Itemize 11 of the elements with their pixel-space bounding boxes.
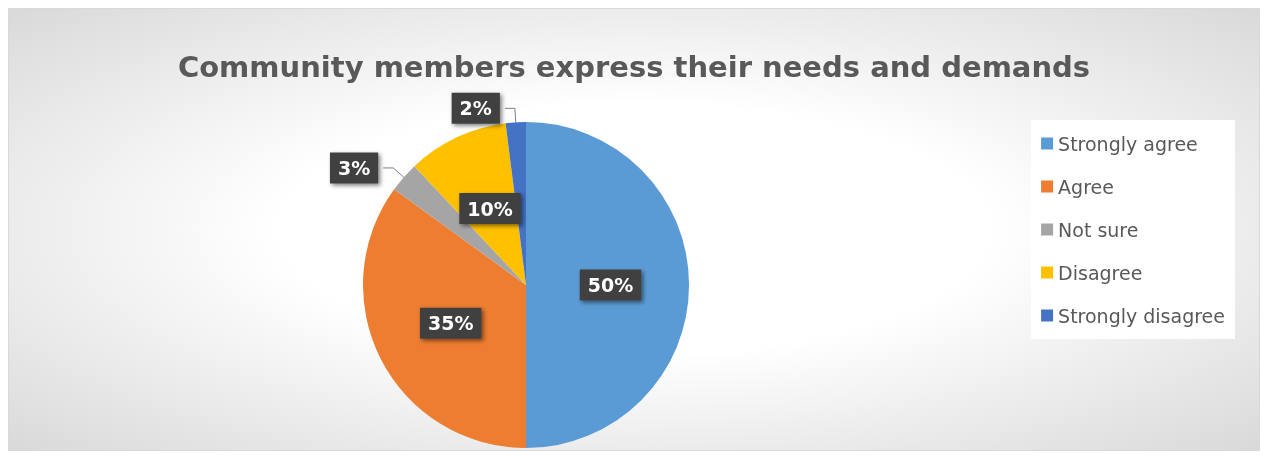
data-label: 50% <box>587 274 634 296</box>
legend-label: Strongly disagree <box>1058 304 1226 327</box>
legend-label: Not sure <box>1058 218 1139 241</box>
chart-title: Community members express their needs and demands <box>177 49 1091 84</box>
data-label: 3% <box>337 156 371 179</box>
legend-label: Strongly agree <box>1058 132 1198 155</box>
data-label: 35% <box>427 312 474 335</box>
legend-label: Disagree <box>1058 261 1143 284</box>
data-label: 10% <box>467 197 513 220</box>
legend-label: Agree <box>1058 175 1114 198</box>
data-label: 2% <box>459 97 492 120</box>
